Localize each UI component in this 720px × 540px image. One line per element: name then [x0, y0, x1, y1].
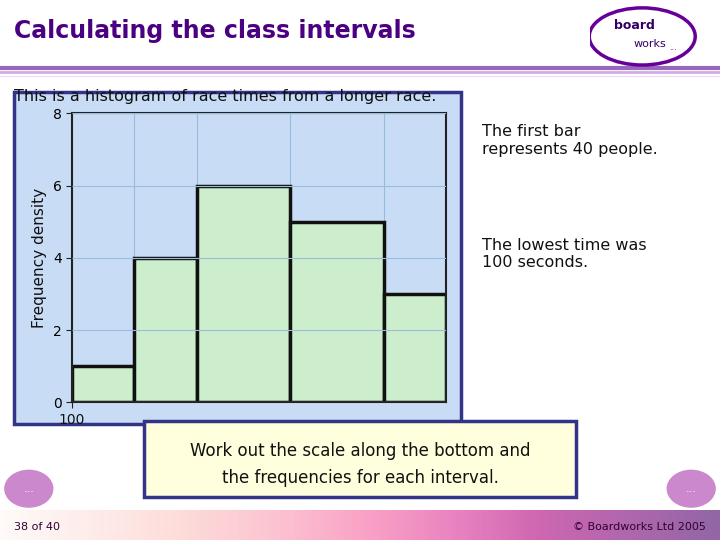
- Text: ...: ...: [685, 484, 697, 494]
- Text: The first bar
represents 40 people.: The first bar represents 40 people.: [482, 124, 658, 157]
- Bar: [135, 258, 197, 402]
- X-axis label: Time in seconds: Time in seconds: [197, 433, 321, 447]
- Text: This is a histogram of race times from a longer race.: This is a histogram of race times from a…: [14, 89, 437, 104]
- Bar: [72, 366, 135, 402]
- Bar: [290, 222, 384, 402]
- Text: ...: ...: [23, 484, 35, 494]
- Text: Work out the scale along the bottom and: Work out the scale along the bottom and: [190, 442, 530, 460]
- Bar: [384, 294, 446, 402]
- Ellipse shape: [5, 470, 53, 507]
- Text: the frequencies for each interval.: the frequencies for each interval.: [222, 469, 498, 487]
- Bar: [197, 186, 290, 402]
- Ellipse shape: [667, 470, 715, 507]
- Text: 38 of 40: 38 of 40: [14, 522, 60, 531]
- Text: works: works: [634, 39, 667, 49]
- Y-axis label: Frequency density: Frequency density: [32, 188, 47, 328]
- Text: © Boardworks Ltd 2005: © Boardworks Ltd 2005: [572, 522, 706, 531]
- Text: Calculating the class intervals: Calculating the class intervals: [14, 19, 416, 43]
- Circle shape: [589, 8, 696, 65]
- Text: The lowest time was
100 seconds.: The lowest time was 100 seconds.: [482, 238, 647, 270]
- Text: ...: ...: [670, 43, 678, 52]
- Text: board: board: [613, 19, 654, 32]
